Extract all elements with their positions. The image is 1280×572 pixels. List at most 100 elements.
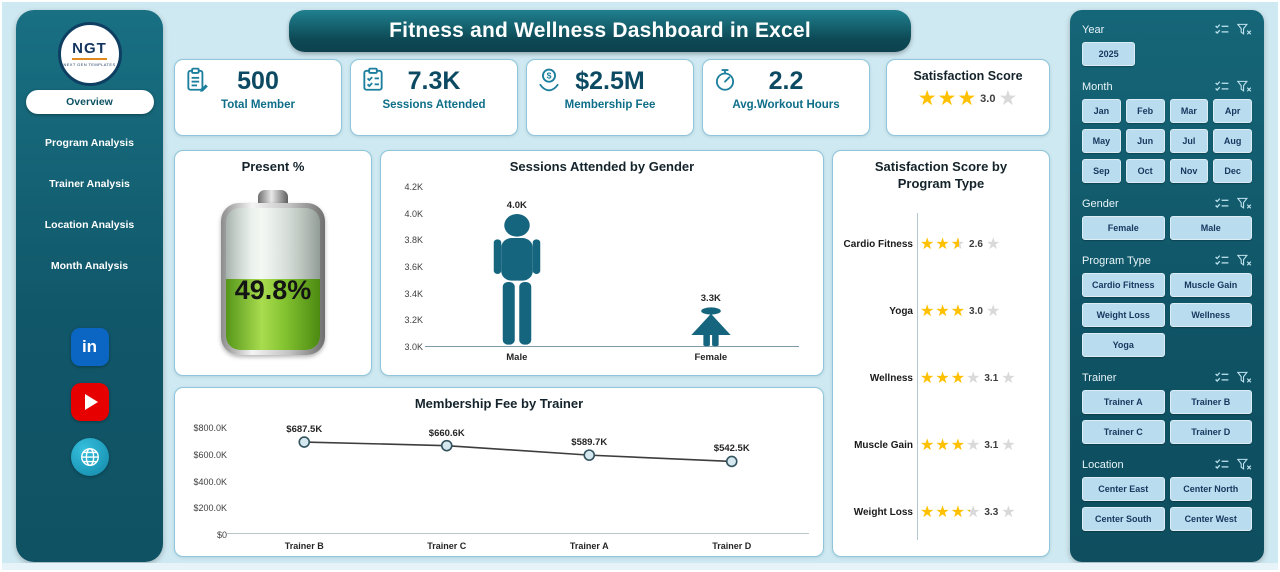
data-label: 3.3K: [700, 293, 721, 304]
slicer-options: 2025: [1082, 42, 1252, 66]
slicer-option-trainer-c[interactable]: Trainer C: [1082, 420, 1165, 444]
multi-select-icon[interactable]: [1214, 23, 1230, 36]
kpi-label: Sessions Attended: [382, 99, 486, 111]
multi-select-icon[interactable]: [1214, 80, 1230, 93]
female-silhouette-icon: [691, 307, 731, 347]
slicer-option-sep[interactable]: Sep: [1082, 159, 1121, 183]
y-tick-label: $800.0K: [193, 423, 227, 433]
slicer-option-may[interactable]: May: [1082, 129, 1121, 153]
sidebar-item-program-analysis[interactable]: Program Analysis: [45, 137, 134, 149]
star-icon: ★: [920, 503, 935, 521]
slicer-option-yoga[interactable]: Yoga: [1082, 333, 1165, 357]
battery-gauge: 49.8%: [221, 190, 325, 355]
satisfaction-stars: ★ ★ ★ 3.0 ★: [887, 88, 1049, 109]
multi-select-icon[interactable]: [1214, 458, 1230, 471]
star-icon: ★★: [966, 436, 981, 454]
line-series: [304, 441, 732, 463]
slicer-option-jun[interactable]: Jun: [1125, 129, 1165, 153]
star-icon: ★: [920, 302, 935, 320]
multi-select-icon[interactable]: [1214, 197, 1230, 210]
slicer-option-mar[interactable]: Mar: [1169, 99, 1209, 123]
slicer-option-aug[interactable]: Aug: [1213, 129, 1252, 153]
y-tick-label: 4.0K: [404, 208, 423, 219]
workout-hours-icon: [712, 67, 738, 93]
sidebar-item-overview[interactable]: Overview: [25, 90, 154, 114]
sidebar-item-trainer-analysis[interactable]: Trainer Analysis: [49, 178, 130, 190]
data-point-marker: [298, 436, 311, 448]
linkedin-icon[interactable]: in: [70, 328, 109, 366]
slicer-title: Month: [1082, 80, 1113, 93]
multi-select-icon[interactable]: [1214, 254, 1230, 267]
clear-filter-icon[interactable]: [1237, 197, 1252, 210]
battery-glass: [226, 208, 320, 350]
slicer-option-cardio-fitness[interactable]: Cardio Fitness: [1082, 273, 1165, 297]
category-label: Wellness: [869, 373, 913, 384]
slicer-option-center-south[interactable]: Center South: [1082, 507, 1165, 531]
slicer-option-feb[interactable]: Feb: [1125, 99, 1165, 123]
bottom-strip: [2, 563, 1278, 570]
rating-stars: ★★★★★3.1★: [920, 436, 1017, 454]
x-tick-label: Trainer B: [284, 541, 324, 551]
clear-filter-icon[interactable]: [1237, 23, 1252, 36]
slicer-option-dec[interactable]: Dec: [1213, 159, 1252, 183]
card-title: Satisfaction Score: [913, 69, 1023, 83]
slicer-header-icons: [1214, 80, 1252, 93]
slicer-option-2025[interactable]: 2025: [1082, 42, 1136, 66]
logo-subtext: NEXT GEN TEMPLATES: [63, 61, 116, 67]
clear-filter-icon[interactable]: [1237, 371, 1252, 384]
sidebar-item-month-analysis[interactable]: Month Analysis: [50, 260, 129, 272]
rating-row-muscle-gain: Muscle Gain★★★★★3.1★: [833, 412, 1045, 479]
slicer-option-trainer-b[interactable]: Trainer B: [1169, 390, 1252, 414]
star-icon: ★: [957, 87, 977, 110]
star-icon: ★: [998, 87, 1018, 110]
star-icon: ★: [1001, 503, 1016, 521]
male-figure-icon: 4.0K Male: [490, 200, 544, 363]
rating-value: 3.3: [984, 507, 999, 518]
slicer-panel: Year 2025 Month Jan Feb Mar Apr May Jun Jul Aug Sep…: [1070, 10, 1264, 562]
star-icon: ★: [935, 436, 950, 454]
slicer-option-oct[interactable]: Oct: [1125, 159, 1165, 183]
star-icon: ★★: [950, 235, 966, 253]
slicer-option-trainer-a[interactable]: Trainer A: [1082, 390, 1165, 414]
slicer-title: Trainer: [1082, 371, 1117, 384]
slicer-title: Gender: [1082, 197, 1119, 210]
star-icon: ★: [1001, 436, 1016, 454]
slicer-option-weight-loss[interactable]: Weight Loss: [1082, 303, 1165, 327]
category-label: Muscle Gain: [854, 440, 913, 451]
slicer-option-muscle-gain[interactable]: Muscle Gain: [1169, 273, 1252, 297]
rating-value: 3.0: [969, 306, 983, 317]
y-axis-line: [917, 213, 918, 540]
slicer-option-male[interactable]: Male: [1169, 216, 1252, 240]
slicer-options: Trainer A Trainer B Trainer C Trainer D: [1082, 390, 1252, 444]
chart-title: Sessions Attended by Gender: [509, 159, 695, 174]
website-globe-icon[interactable]: [70, 438, 109, 476]
kpi-value: 7.3K: [407, 67, 461, 95]
slicer-option-center-east[interactable]: Center East: [1082, 477, 1165, 501]
slicer-option-jan[interactable]: Jan: [1082, 99, 1121, 123]
slicer-option-wellness[interactable]: Wellness: [1169, 303, 1252, 327]
rating-value: 2.6: [969, 239, 983, 250]
gender-chart-card: Sessions Attended by Gender 4.0K Male: [380, 150, 824, 376]
slicer-option-trainer-d[interactable]: Trainer D: [1169, 420, 1252, 444]
sidebar-item-location-analysis[interactable]: Location Analysis: [44, 219, 135, 231]
slicer-option-jul[interactable]: Jul: [1169, 129, 1209, 153]
slicer-gender: Gender Female Male: [1082, 196, 1252, 240]
slicer-option-center-north[interactable]: Center North: [1169, 477, 1252, 501]
chart-title: Membership Fee by Trainer: [414, 396, 584, 411]
play-icon: [84, 394, 98, 410]
clear-filter-icon[interactable]: [1237, 254, 1252, 267]
youtube-icon[interactable]: [70, 383, 109, 421]
data-point-label: $660.6K: [428, 427, 465, 439]
rating-stars: ★★★★2.6★: [920, 235, 1001, 253]
clear-filter-icon[interactable]: [1237, 80, 1252, 93]
chart-title: Satisfaction Score by: [874, 159, 1008, 174]
slicer-option-nov[interactable]: Nov: [1169, 159, 1209, 183]
slicer-option-apr[interactable]: Apr: [1213, 99, 1252, 123]
slicer-title: Location: [1082, 458, 1124, 471]
slicer-option-female[interactable]: Female: [1082, 216, 1165, 240]
page-title: Fitness and Wellness Dashboard in Excel: [389, 19, 811, 42]
multi-select-icon[interactable]: [1214, 371, 1230, 384]
slicer-option-center-west[interactable]: Center West: [1169, 507, 1252, 531]
kpi-membership-fee: $ $2.5M Membership Fee: [526, 59, 694, 136]
clear-filter-icon[interactable]: [1237, 458, 1252, 471]
